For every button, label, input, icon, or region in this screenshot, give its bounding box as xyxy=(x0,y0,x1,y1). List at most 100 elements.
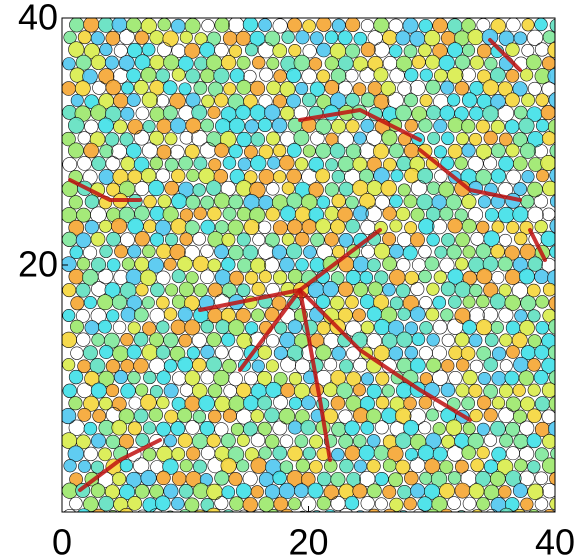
particle xyxy=(142,244,156,259)
particle xyxy=(62,358,76,372)
particle xyxy=(512,132,528,147)
particle xyxy=(166,510,175,512)
particle xyxy=(286,243,303,260)
particle xyxy=(375,395,390,410)
particle xyxy=(519,142,536,159)
particle xyxy=(127,371,141,385)
particle xyxy=(179,131,194,145)
particle xyxy=(316,18,332,32)
particle xyxy=(526,29,543,46)
particle xyxy=(542,457,555,474)
particle xyxy=(104,282,121,298)
particle xyxy=(440,308,454,322)
particle xyxy=(98,169,115,185)
particle xyxy=(258,169,275,185)
particle xyxy=(134,205,150,222)
particle xyxy=(403,142,420,159)
particle xyxy=(164,132,178,146)
particle xyxy=(541,56,555,71)
particle xyxy=(143,219,157,234)
particle xyxy=(169,92,186,110)
particle xyxy=(482,307,499,323)
particle xyxy=(194,56,209,71)
particle xyxy=(68,195,83,210)
particle xyxy=(68,142,84,159)
particle xyxy=(288,43,302,57)
particle xyxy=(504,92,520,108)
particle xyxy=(252,56,266,70)
particle xyxy=(447,318,464,335)
particle xyxy=(119,484,136,500)
x-tick-label: 0 xyxy=(52,522,72,560)
particle xyxy=(90,231,106,247)
particle xyxy=(307,482,324,499)
particle xyxy=(467,29,484,46)
particle xyxy=(154,495,171,512)
particle xyxy=(149,484,164,499)
particle xyxy=(456,358,470,372)
particle xyxy=(235,483,252,499)
particle xyxy=(164,434,177,448)
particle xyxy=(133,457,150,474)
particle xyxy=(441,233,455,247)
particle xyxy=(293,383,310,399)
particle xyxy=(251,281,266,296)
particle xyxy=(550,447,555,460)
force-chain xyxy=(298,288,332,462)
particle xyxy=(208,158,222,172)
particle xyxy=(461,119,476,134)
particle xyxy=(258,18,272,32)
particle xyxy=(82,68,98,85)
particle xyxy=(177,306,193,322)
particle xyxy=(213,369,230,386)
particle xyxy=(542,131,555,146)
particle xyxy=(330,295,345,311)
particle xyxy=(92,80,107,95)
particle xyxy=(77,407,92,422)
particle xyxy=(286,143,302,158)
particle xyxy=(302,19,316,33)
particle xyxy=(375,371,390,386)
particle xyxy=(404,270,419,285)
force-chain xyxy=(488,38,522,72)
particle xyxy=(478,195,491,209)
particle xyxy=(221,257,236,272)
particle xyxy=(62,131,76,147)
particle xyxy=(309,257,325,273)
particle xyxy=(330,495,346,512)
particle xyxy=(69,245,84,259)
particle xyxy=(490,168,506,184)
particle xyxy=(163,307,178,321)
particle xyxy=(178,333,193,348)
particle xyxy=(455,257,469,271)
particle xyxy=(389,194,403,208)
particle xyxy=(251,308,265,323)
particle xyxy=(527,309,541,323)
particle xyxy=(324,182,339,197)
particle xyxy=(542,30,555,44)
particle xyxy=(397,485,412,500)
particle xyxy=(114,370,128,385)
particle xyxy=(287,219,303,235)
particle xyxy=(77,508,91,512)
particle xyxy=(62,157,78,172)
particle xyxy=(193,156,208,171)
particle xyxy=(310,232,325,248)
particle xyxy=(462,496,477,511)
particle xyxy=(403,44,418,59)
particle xyxy=(366,459,381,474)
particle xyxy=(272,470,287,486)
particle xyxy=(338,281,354,297)
particle xyxy=(104,132,120,147)
particle xyxy=(200,320,214,334)
particle xyxy=(214,192,231,209)
particle xyxy=(549,218,555,234)
particle xyxy=(62,105,77,120)
particle xyxy=(244,371,258,386)
particle xyxy=(413,508,425,512)
particle xyxy=(178,82,192,96)
particle xyxy=(491,346,507,361)
particle xyxy=(84,320,100,335)
particle xyxy=(119,29,135,45)
particle xyxy=(214,470,230,486)
